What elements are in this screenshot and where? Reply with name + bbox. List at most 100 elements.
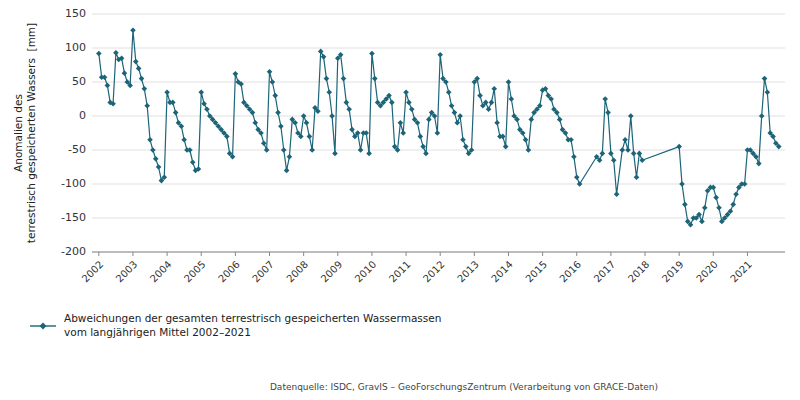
point-marker	[315, 108, 321, 114]
point-marker	[477, 93, 483, 99]
point-marker	[628, 113, 634, 119]
point-marker	[756, 161, 762, 167]
point-marker	[113, 50, 119, 56]
point-marker	[272, 93, 278, 99]
point-marker	[614, 191, 620, 197]
point-marker	[122, 70, 128, 76]
point-marker	[287, 154, 293, 160]
point-marker	[173, 110, 179, 116]
point-marker	[264, 147, 270, 153]
point-marker	[486, 106, 492, 112]
point-marker	[341, 76, 347, 82]
point-marker	[711, 185, 717, 191]
point-marker	[528, 117, 534, 123]
point-marker	[460, 137, 466, 143]
y-axis-label: Anomalien desterrestrisch gespeicherten …	[12, 23, 37, 243]
x-tick-label: 2014	[489, 259, 515, 285]
point-marker	[250, 110, 256, 116]
point-marker	[554, 110, 560, 116]
point-marker	[204, 106, 210, 112]
x-tick	[576, 252, 577, 256]
legend-label: Abweichungen der gesamten terrestrisch g…	[64, 312, 441, 338]
series-line	[99, 30, 779, 224]
point-marker	[96, 51, 102, 57]
grid-line	[92, 48, 785, 49]
point-marker	[699, 219, 705, 225]
point-marker	[179, 123, 185, 129]
point-marker	[110, 101, 116, 107]
point-marker	[187, 147, 193, 153]
point-marker	[198, 89, 204, 95]
point-marker	[358, 147, 364, 153]
point-marker	[133, 59, 139, 65]
point-marker	[574, 174, 580, 180]
point-marker	[696, 212, 702, 218]
point-marker	[571, 154, 577, 160]
point-marker	[523, 137, 529, 143]
point-marker	[762, 76, 768, 82]
x-axis-line	[92, 252, 785, 253]
x-tick	[713, 252, 714, 256]
point-marker	[267, 69, 273, 75]
point-marker	[577, 181, 583, 187]
point-marker	[309, 147, 315, 153]
point-marker	[363, 130, 369, 136]
point-marker	[418, 134, 424, 140]
point-marker	[770, 134, 776, 140]
point-marker	[676, 144, 682, 150]
point-marker	[102, 74, 108, 80]
x-tick	[269, 252, 270, 256]
point-marker	[568, 137, 574, 143]
x-tick-label: 2010	[353, 259, 379, 285]
point-marker	[639, 157, 645, 163]
grid-line	[92, 252, 785, 253]
point-marker	[730, 202, 736, 208]
point-marker	[469, 147, 475, 153]
x-tick	[132, 252, 133, 256]
point-marker	[637, 151, 643, 157]
x-tick-label: 2004	[148, 259, 174, 285]
point-marker	[139, 76, 145, 82]
point-marker	[474, 76, 480, 82]
point-marker	[728, 208, 734, 214]
point-marker	[409, 106, 415, 112]
point-marker	[506, 79, 512, 85]
x-tick	[371, 252, 372, 256]
x-tick-label: 2007	[250, 259, 276, 285]
point-marker	[759, 113, 765, 119]
point-marker	[619, 147, 625, 153]
point-marker	[292, 120, 298, 126]
point-marker	[372, 76, 378, 82]
point-marker	[483, 100, 489, 106]
point-marker	[625, 147, 631, 153]
x-tick-label: 2021	[728, 259, 754, 285]
point-marker	[443, 79, 449, 85]
point-marker	[605, 110, 611, 116]
point-marker	[682, 202, 688, 208]
point-marker	[201, 101, 207, 107]
point-marker	[144, 103, 150, 109]
point-marker	[275, 110, 281, 116]
point-marker	[503, 144, 509, 150]
x-tick	[167, 252, 168, 256]
point-marker	[489, 100, 495, 106]
point-marker	[423, 151, 429, 157]
legend-label-line: Abweichungen der gesamten terrestrisch g…	[64, 312, 441, 324]
point-marker	[233, 71, 239, 77]
point-marker	[446, 89, 452, 95]
y-tick-label: 150	[65, 7, 86, 20]
x-tick	[303, 252, 304, 256]
point-marker	[520, 130, 526, 136]
point-marker	[622, 137, 628, 143]
point-marker	[494, 120, 500, 126]
point-marker	[224, 134, 230, 140]
grid-line	[92, 150, 785, 151]
x-tick-label: 2013	[455, 259, 481, 285]
point-marker	[386, 93, 392, 99]
point-marker	[324, 76, 330, 82]
x-tick-label: 2019	[660, 259, 686, 285]
point-marker	[181, 137, 187, 143]
point-marker	[537, 103, 543, 109]
point-marker	[765, 89, 771, 95]
point-marker	[403, 89, 409, 95]
